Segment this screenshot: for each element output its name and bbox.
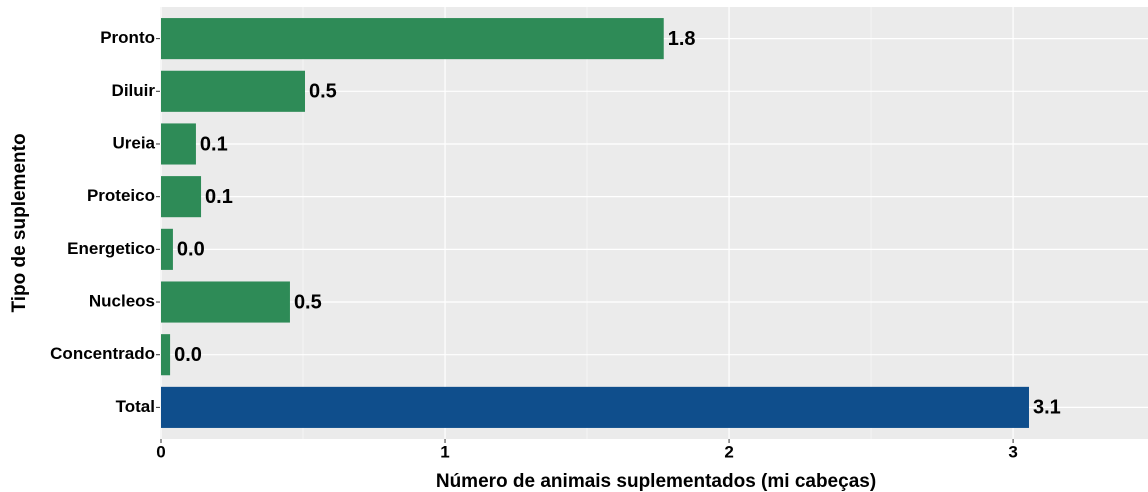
- bar: [161, 70, 306, 112]
- bar: [161, 18, 664, 60]
- y-tick-label: Proteico: [87, 186, 155, 205]
- y-tick-label: Concentrado: [50, 344, 155, 363]
- value-label: 0.1: [200, 133, 228, 155]
- value-label: 3.1: [1033, 397, 1061, 419]
- y-tick-label: Energetico: [67, 239, 155, 258]
- bar: [161, 386, 1029, 428]
- value-label: 1.8: [668, 28, 696, 50]
- y-tick-label: Diluir: [112, 81, 156, 100]
- y-tick-label: Total: [116, 397, 155, 416]
- value-label: 0.1: [205, 186, 233, 208]
- value-label: 0.5: [309, 81, 337, 103]
- y-tick-label: Ureia: [112, 133, 155, 152]
- x-axis-title: Número de animais suplementados (mi cabe…: [436, 471, 876, 492]
- bar: [161, 334, 171, 376]
- bar: [161, 176, 202, 218]
- bar: [161, 281, 290, 323]
- value-label: 0.0: [177, 239, 205, 261]
- x-tick-label: 3: [1008, 442, 1017, 461]
- bar: [161, 123, 196, 165]
- y-axis-title: Tipo de suplemento: [9, 133, 30, 312]
- value-label: 0.5: [294, 291, 322, 313]
- x-tick-label: 1: [440, 442, 449, 461]
- bar: [161, 228, 173, 270]
- y-tick-label: Nucleos: [89, 292, 155, 311]
- x-tick-label: 2: [724, 442, 733, 461]
- value-label: 0.0: [174, 344, 202, 366]
- x-tick-label: 0: [156, 442, 165, 461]
- y-tick-label: Pronto: [100, 28, 155, 47]
- panel: [160, 7, 1148, 439]
